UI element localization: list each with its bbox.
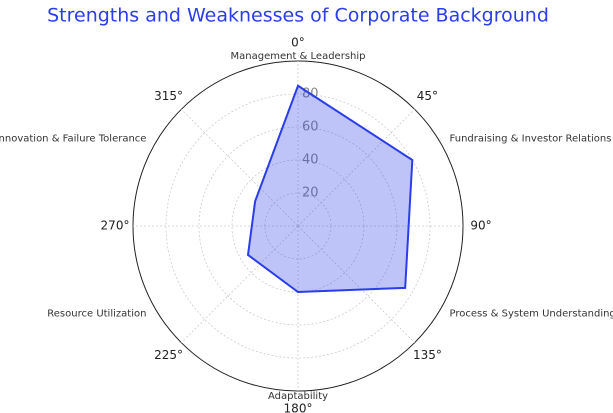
angle-tick-label: 90° <box>470 219 491 233</box>
spoke-grid-line <box>181 225 299 343</box>
spoke-grid-line <box>297 109 415 227</box>
radar-area <box>246 84 414 294</box>
r-tick-label: 40 <box>302 153 319 168</box>
chart-title: Strengths and Weaknesses of Corporate Ba… <box>47 5 549 27</box>
category-label: Resource Utilization <box>47 309 146 320</box>
category-label: Innovation & Failure Tolerance <box>0 134 146 145</box>
ring-grid-line <box>198 126 398 326</box>
ring-grid-line <box>264 192 332 260</box>
angle-tick-label: 45° <box>417 89 438 103</box>
category-label: Adaptability <box>268 391 328 402</box>
spoke-grid-line <box>181 109 299 227</box>
category-label: Fundraising & Investor Relations <box>450 134 612 145</box>
ring-grid-line <box>165 93 431 359</box>
spoke-grid-line <box>297 225 415 343</box>
category-label: Process & System Understanding <box>450 309 613 320</box>
angle-tick-label: 0° <box>291 36 305 50</box>
ring-grid-line <box>231 159 365 293</box>
r-tick-label: 60 <box>302 120 319 135</box>
angle-tick-label: 180° <box>284 402 313 413</box>
angle-tick-label: 315° <box>154 89 183 103</box>
r-tick-label: 20 <box>302 186 319 201</box>
angle-tick-label: 270° <box>101 219 130 233</box>
category-label: Management & Leadership <box>231 51 366 62</box>
angle-tick-label: 225° <box>154 348 183 362</box>
angle-tick-label: 135° <box>413 348 442 362</box>
